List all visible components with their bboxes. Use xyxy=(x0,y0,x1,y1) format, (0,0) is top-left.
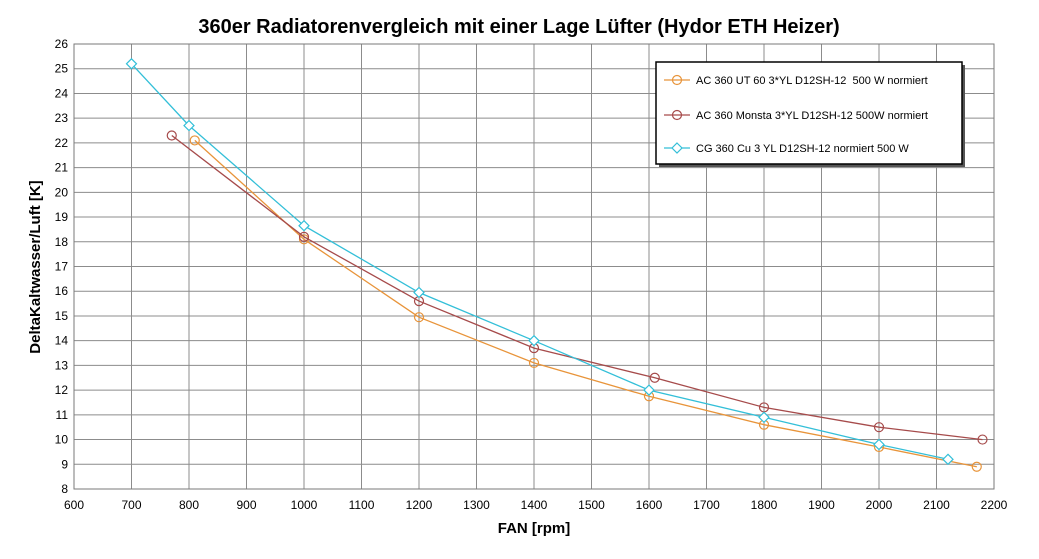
x-tick-label: 700 xyxy=(121,498,141,512)
x-axis-title: FAN [rpm] xyxy=(498,520,571,537)
y-tick-label: 8 xyxy=(61,482,68,496)
series-line xyxy=(171,134,983,441)
series-point xyxy=(528,334,540,347)
legend-marker xyxy=(671,109,683,121)
y-tick-label: 25 xyxy=(55,62,69,76)
y-tick-label: 10 xyxy=(55,433,69,447)
legend-marker xyxy=(671,74,683,86)
series-point xyxy=(977,434,988,445)
x-tick-label: 1000 xyxy=(291,498,318,512)
y-tick-label: 23 xyxy=(55,111,69,125)
series-point xyxy=(649,372,660,383)
y-tick-label: 14 xyxy=(55,334,69,348)
series-point xyxy=(183,119,195,132)
y-tick-label: 17 xyxy=(55,260,69,274)
y-tick-label: 24 xyxy=(55,86,69,100)
legend-entry-label: AC 360 Monsta 3*YL D12SH-12 500W normier… xyxy=(696,110,928,122)
chart-title: 360er Radiatorenvergleich mit einer Lage… xyxy=(198,16,839,38)
y-tick-label: 22 xyxy=(55,136,69,150)
plot-frame xyxy=(73,43,995,490)
y-tick-label: 13 xyxy=(55,358,69,372)
series-point xyxy=(413,286,425,299)
y-tick-label: 12 xyxy=(55,383,69,397)
series-point xyxy=(971,461,982,472)
y-tick-label: 18 xyxy=(55,235,69,249)
series-point xyxy=(189,135,200,146)
x-tick-label: 2100 xyxy=(923,498,950,512)
series-point xyxy=(942,453,954,466)
series-point xyxy=(125,57,138,70)
y-tick-label: 19 xyxy=(55,210,69,224)
y-axis-title: DeltaKaltwasser/Luft [K] xyxy=(27,180,44,353)
legend-entry-label: CG 360 Cu 3 YL D12SH-12 normiert 500 W xyxy=(696,143,909,155)
series-point xyxy=(413,312,425,323)
series-point xyxy=(166,130,177,141)
x-tick-label: 800 xyxy=(179,498,199,512)
series-point xyxy=(758,411,770,424)
series-point xyxy=(298,219,310,232)
x-tick-label: 1900 xyxy=(808,498,835,512)
y-tick-label: 16 xyxy=(55,284,69,298)
x-tick-label: 1300 xyxy=(463,498,490,512)
x-tick-label: 1600 xyxy=(636,498,663,512)
x-tick-label: 1400 xyxy=(521,498,548,512)
series-line xyxy=(194,139,977,468)
x-tick-label: 1100 xyxy=(349,498,375,512)
legend-marker xyxy=(671,142,683,154)
series-point xyxy=(873,422,885,433)
y-tick-label: 21 xyxy=(55,161,69,175)
x-tick-label: 2200 xyxy=(981,498,1008,512)
y-tick-label: 11 xyxy=(56,408,69,422)
legend: AC 360 UT 60 3*YL D12SH-12 500 W normier… xyxy=(655,61,965,167)
y-tick-label: 15 xyxy=(55,309,69,323)
legend-entry-label: AC 360 UT 60 3*YL D12SH-12 500 W normier… xyxy=(696,75,928,87)
legend-box xyxy=(655,61,963,165)
y-tick-label: 9 xyxy=(61,457,68,471)
series-point xyxy=(298,231,310,242)
y-tick-label: 26 xyxy=(55,37,69,51)
series-point xyxy=(643,384,655,396)
x-tick-label: 1700 xyxy=(693,498,720,512)
y-tick-label: 20 xyxy=(55,185,69,199)
x-tick-label: 900 xyxy=(236,498,256,512)
x-tick-label: 2000 xyxy=(866,498,893,512)
series-point xyxy=(873,438,885,451)
x-tick-label: 600 xyxy=(64,498,84,512)
x-tick-label: 1800 xyxy=(751,498,778,512)
x-tick-label: 1200 xyxy=(406,498,433,512)
x-tick-label: 1500 xyxy=(578,498,605,512)
series-point xyxy=(528,357,540,369)
